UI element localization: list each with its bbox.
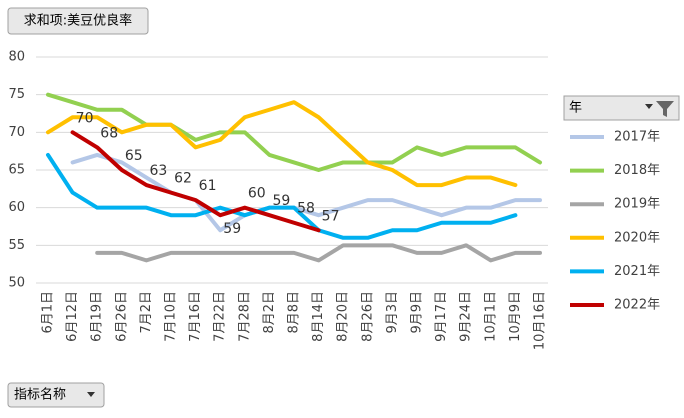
y-tick-label: 70 [8,125,25,140]
axis-field-button[interactable] [7,382,105,408]
legend-label: 2021年 [614,264,660,279]
x-tick-label: 9月17日 [434,291,449,342]
data-label: 68 [100,125,118,141]
x-tick-label: 6月1日 [41,291,56,334]
legend-field-button[interactable] [563,95,680,121]
x-tick-label: 6月12日 [65,291,80,342]
legend-label: 2018年 [614,163,660,178]
data-label: 59 [272,193,290,209]
series-line [46,100,518,188]
data-label: 59 [223,221,241,237]
data-label: 60 [248,186,266,202]
data-label: 58 [297,201,315,217]
dropdown-arrow [87,392,95,397]
x-tick-label: 9月9日 [410,291,425,334]
x-tick-label: 7月2日 [139,291,154,334]
x-tick-label: 8月2日 [262,291,277,334]
dropdown-arrow [645,104,653,109]
legend-label: 2022年 [614,298,660,313]
legend-title: 年 [569,101,582,116]
x-tick-label: 8月8日 [287,291,302,334]
legend-label: 2020年 [614,230,660,245]
x-tick-label: 7月16日 [188,291,203,342]
x-tick-label: 9月24日 [459,291,474,342]
data-label: 61 [199,178,217,194]
y-tick-label: 80 [8,50,25,65]
x-tick-label: 6月26日 [114,291,129,342]
y-tick-label: 75 [8,87,25,102]
y-tick-label: 50 [8,276,25,291]
axis-field-label: 指标名称 [14,387,66,403]
x-tick-label: 10月16日 [533,291,548,350]
x-tick-label: 7月10日 [164,291,179,342]
x-tick-label: 10月9日 [508,291,523,342]
value-field-button[interactable] [7,7,149,35]
value-field-label: 求和项:美豆优良率 [24,13,132,29]
series-line [46,92,542,172]
legend-label: 2017年 [614,130,660,145]
x-tick-label: 8月14日 [311,291,326,342]
series-line [70,152,542,233]
data-label: 62 [174,171,192,187]
series-line [46,152,518,240]
series-line [70,130,321,233]
data-label: 63 [149,163,167,179]
y-tick-label: 60 [8,200,25,215]
y-tick-label: 55 [8,238,25,253]
x-tick-label: 9月3日 [385,291,400,334]
legend-label: 2019年 [614,197,660,212]
x-tick-label: 8月20日 [336,291,351,342]
x-tick-label: 10月1日 [483,291,498,342]
x-tick-label: 8月26日 [360,291,375,342]
series-line [95,243,542,263]
filter-icon [656,101,674,117]
x-tick-label: 7月22日 [213,291,228,342]
x-tick-label: 6月19日 [90,291,105,342]
data-label: 65 [125,148,143,164]
data-label: 57 [322,208,340,224]
x-tick-label: 7月28日 [237,291,252,342]
data-label: 70 [76,110,94,126]
y-tick-label: 65 [8,163,25,178]
